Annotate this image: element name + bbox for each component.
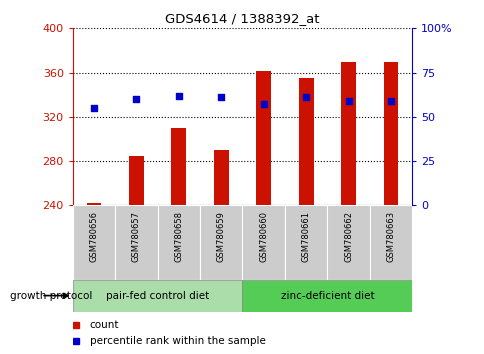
Bar [171, 128, 186, 205]
Bar [383, 62, 398, 205]
Bar [256, 72, 271, 205]
Text: percentile rank within the sample: percentile rank within the sample [90, 336, 265, 346]
Text: GSM780659: GSM780659 [216, 211, 226, 262]
Bar [115, 205, 157, 280]
Text: GSM780662: GSM780662 [343, 211, 352, 262]
Bar [242, 280, 411, 312]
Text: GSM780661: GSM780661 [301, 211, 310, 262]
Bar [340, 62, 355, 205]
Bar [298, 78, 313, 205]
Text: GSM780656: GSM780656 [89, 211, 98, 262]
Bar [284, 205, 327, 280]
Point [344, 98, 352, 104]
Bar [157, 205, 199, 280]
Text: GDS4614 / 1388392_at: GDS4614 / 1388392_at [165, 12, 319, 25]
Point [259, 102, 267, 107]
Bar [86, 203, 101, 205]
Bar [213, 150, 228, 205]
Text: pair-fed control diet: pair-fed control diet [106, 291, 209, 301]
Text: count: count [90, 320, 119, 330]
Text: zinc-deficient diet: zinc-deficient diet [280, 291, 374, 301]
Point [90, 105, 98, 111]
Point [386, 98, 394, 104]
Bar [199, 205, 242, 280]
Point [217, 95, 225, 100]
Bar [73, 280, 242, 312]
Text: GSM780663: GSM780663 [386, 211, 395, 262]
Bar [369, 205, 411, 280]
Text: GSM780657: GSM780657 [132, 211, 141, 262]
Bar [73, 205, 115, 280]
Bar [327, 205, 369, 280]
Point [132, 96, 140, 102]
Bar [129, 155, 144, 205]
Point [175, 93, 182, 98]
Text: GSM780658: GSM780658 [174, 211, 183, 262]
Bar [242, 205, 284, 280]
Text: growth protocol: growth protocol [10, 291, 92, 301]
Point [302, 95, 309, 100]
Text: GSM780660: GSM780660 [258, 211, 268, 262]
